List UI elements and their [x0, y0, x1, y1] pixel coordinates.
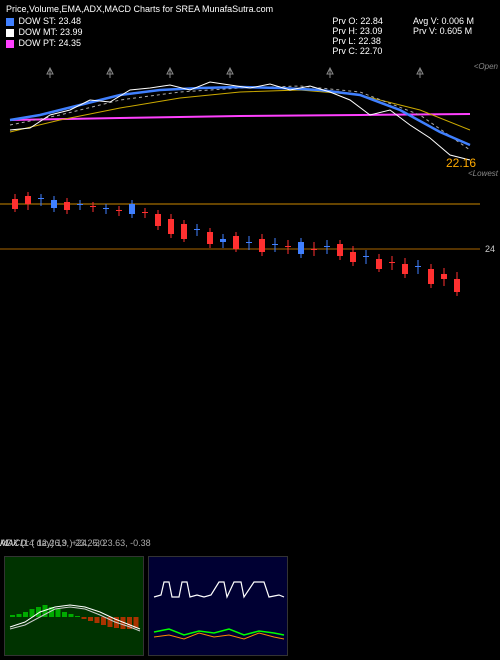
legend-mt: DOW MT: 23.99 [6, 27, 83, 37]
legend-st: DOW ST: 23.48 [6, 16, 83, 26]
price-value-label: 22.16 [446, 156, 476, 170]
macd-panel [4, 556, 144, 656]
legend-left: DOW ST: 23.48 DOW MT: 23.99 DOW PT: 24.3… [6, 16, 83, 56]
indicator-panels: MACD: ( 12,26,9 ) 23.25, 23.63, -0.38 AD… [0, 552, 292, 660]
legend-right: Prv O: 22.84 Prv H: 23.09 Prv L: 22.38 P… [332, 16, 494, 56]
legend-pt: DOW PT: 24.35 [6, 38, 83, 48]
adx-label: ADX (14 day) 13, +24, -30 [0, 538, 105, 548]
price-ema-chart: <Open <Lowest 22.16 [0, 60, 500, 180]
svg-text:24: 24 [485, 244, 495, 254]
lowest-label: <Lowest [468, 169, 498, 178]
chart-header: Price,Volume,EMA,ADX,MACD Charts for SRE… [0, 0, 500, 60]
adx-panel [148, 556, 288, 656]
chart-title: Price,Volume,EMA,ADX,MACD Charts for SRE… [6, 4, 494, 14]
open-label: <Open [474, 62, 498, 71]
candlestick-chart: 24 [0, 184, 500, 304]
